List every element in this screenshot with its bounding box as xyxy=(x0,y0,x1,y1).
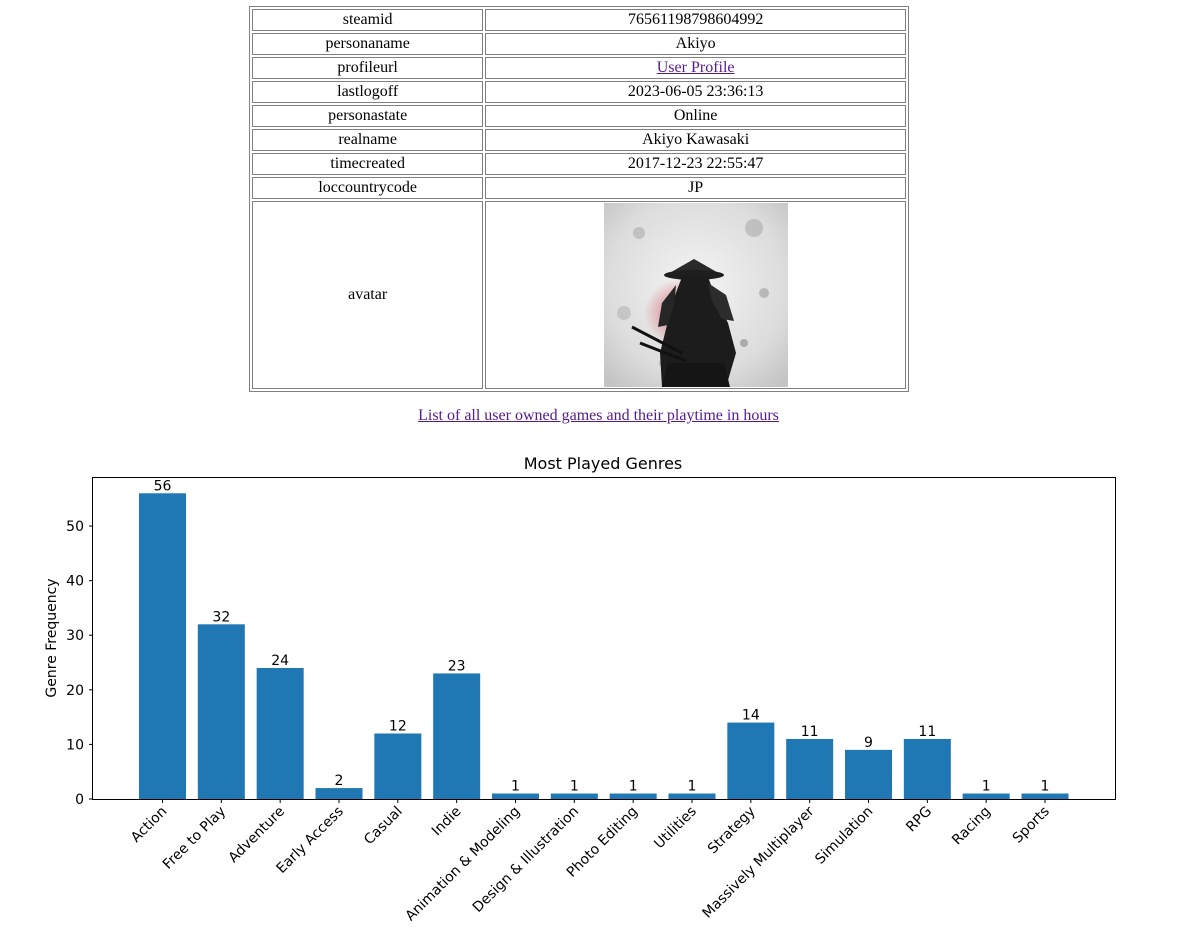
table-row: personaname Akiyo xyxy=(252,33,906,55)
x-tick-label: Simulation xyxy=(812,804,876,868)
row-key: lastlogoff xyxy=(252,81,484,103)
bar-value-label: 1 xyxy=(570,779,579,795)
chart-yaxis: 0 10 20 30 40 50 xyxy=(66,519,93,808)
bar-value-label: 1 xyxy=(511,779,520,795)
chart-frame xyxy=(92,477,1116,800)
chart-bar xyxy=(845,749,892,799)
bar-value-label: 56 xyxy=(154,478,172,494)
bar-value-label: 2 xyxy=(335,773,344,789)
x-tick-label: RPG xyxy=(903,804,935,836)
row-key: realname xyxy=(252,129,484,151)
chart-bar xyxy=(256,667,304,799)
chart-bar xyxy=(550,793,598,799)
table-row: avatar xyxy=(252,201,906,389)
bar-value-label: 23 xyxy=(448,658,466,674)
chart-bar xyxy=(962,793,1010,799)
y-tick-label: 30 xyxy=(66,628,84,644)
bar-value-label: 14 xyxy=(742,708,760,724)
x-tick-label: Indie xyxy=(429,804,465,840)
bar-value-label: 9 xyxy=(864,735,873,751)
profile-table: steamid 76561198798604992 personaname Ak… xyxy=(249,6,909,392)
bar-value-label: 1 xyxy=(1041,779,1050,795)
row-key: timecreated xyxy=(252,153,484,175)
bar-value-label: 11 xyxy=(801,724,819,740)
chart-bar xyxy=(315,788,363,799)
owned-games-link[interactable]: List of all user owned games and their p… xyxy=(418,407,779,424)
y-tick-label: 10 xyxy=(66,737,84,753)
x-tick-label: Massively Multiplayer xyxy=(699,803,817,921)
row-value: 2017-12-23 22:55:47 xyxy=(485,153,906,175)
row-key: personaname xyxy=(252,33,484,55)
chart-title: Most Played Genres xyxy=(524,454,683,473)
x-tick-label: Racing xyxy=(949,804,994,849)
chart-bar xyxy=(433,673,481,799)
row-key: steamid xyxy=(252,9,484,31)
x-tick-label: Action xyxy=(128,804,170,846)
chart-bar xyxy=(668,793,716,799)
bar-value-label: 1 xyxy=(629,779,638,795)
table-row: realname Akiyo Kawasaki xyxy=(252,129,906,151)
table-row: profileurl User Profile xyxy=(252,57,906,79)
profile-url-link[interactable]: User Profile xyxy=(656,59,735,76)
row-value-cell: User Profile xyxy=(485,57,906,79)
table-row: steamid 76561198798604992 xyxy=(252,9,906,31)
row-value: Online xyxy=(485,105,906,127)
chart-bar xyxy=(492,793,539,799)
x-tick-label: Design & Illustration xyxy=(470,804,582,916)
row-key: loccountrycode xyxy=(252,177,484,199)
chart-bar xyxy=(1021,793,1069,799)
bar-value-label: 1 xyxy=(982,779,991,795)
row-key: avatar xyxy=(252,201,484,389)
bar-value-label: 24 xyxy=(271,653,289,669)
games-link-container: List of all user owned games and their p… xyxy=(0,407,1197,425)
x-tick-label: Utilities xyxy=(651,804,700,853)
chart-bar xyxy=(609,793,657,799)
genre-chart: Most Played Genres Genre Frequency 56 32 2… xyxy=(44,454,1116,924)
chart-bar xyxy=(139,493,186,799)
chart-bar xyxy=(786,738,834,799)
bar-value-label: 1 xyxy=(688,779,697,795)
row-value: Akiyo xyxy=(485,33,906,55)
x-tick-label: Strategy xyxy=(705,804,759,858)
row-value: Akiyo Kawasaki xyxy=(485,129,906,151)
chart-bar xyxy=(727,722,775,799)
row-value: 76561198798604992 xyxy=(485,9,906,31)
chart-bar xyxy=(374,733,422,799)
y-tick-label: 40 xyxy=(66,574,84,590)
bar-value-label: 32 xyxy=(212,609,230,625)
row-value: 2023-06-05 23:36:13 xyxy=(485,81,906,103)
avatar-cell xyxy=(485,201,906,389)
table-row: timecreated 2017-12-23 22:55:47 xyxy=(252,153,906,175)
table-row: loccountrycode JP xyxy=(252,177,906,199)
row-key: profileurl xyxy=(252,57,484,79)
row-key: personastate xyxy=(252,105,484,127)
x-tick-label: Sports xyxy=(1010,804,1053,847)
x-tick-label: Free to Play xyxy=(160,804,229,873)
y-tick-label: 20 xyxy=(66,683,84,699)
chart-bar xyxy=(197,624,245,799)
avatar xyxy=(603,203,788,387)
row-value: JP xyxy=(485,177,906,199)
bar-value-label: 11 xyxy=(918,724,936,740)
x-tick-label: Casual xyxy=(361,804,406,849)
y-tick-label: 50 xyxy=(66,519,84,535)
x-tick-label: Animation & Modeling xyxy=(403,804,524,925)
x-tick-label: Adventure xyxy=(225,804,288,867)
chart-bar xyxy=(903,738,951,799)
y-tick-label: 0 xyxy=(75,792,84,808)
table-row: lastlogoff 2023-06-05 23:36:13 xyxy=(252,81,906,103)
table-row: personastate Online xyxy=(252,105,906,127)
chart-ylabel: Genre Frequency xyxy=(44,578,60,697)
bar-value-label: 12 xyxy=(389,718,407,734)
